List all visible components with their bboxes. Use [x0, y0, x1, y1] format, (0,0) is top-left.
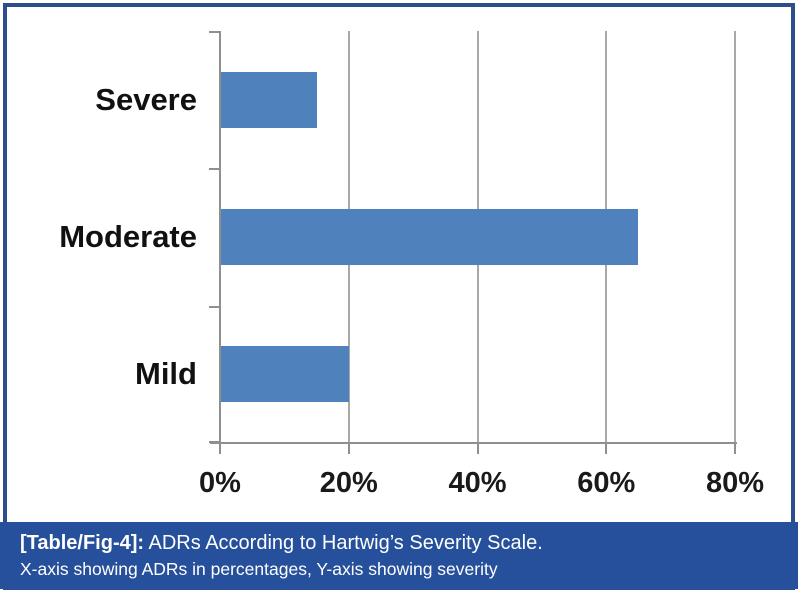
- figure-caption: [Table/Fig-4]: ADRs According to Hartwig…: [0, 522, 798, 589]
- category-label-mild: Mild: [135, 356, 197, 391]
- x-axis-tick-40%: [476, 443, 479, 454]
- x-tick-label-60%: 60%: [577, 467, 636, 499]
- x-axis-tick-0%: [219, 443, 221, 454]
- figure-subtitle: X-axis showing ADRs in percentages, Y-ax…: [20, 559, 498, 579]
- bar-moderate: [220, 209, 638, 265]
- figure-title: ADRs According to Hartwig’s Severity Sca…: [144, 532, 543, 554]
- category-label-moderate: Moderate: [59, 219, 197, 254]
- x-tick-label-20%: 20%: [319, 467, 378, 499]
- y-axis-category-labels: Severe Moderate Mild: [0, 31, 197, 443]
- x-axis-tick-labels: 0% 20% 40% 60% 80%: [0, 463, 798, 507]
- y-axis-tick-2: [209, 306, 220, 308]
- x-tick-label-0%: 0%: [199, 467, 241, 499]
- x-axis-tick-80%: [734, 443, 736, 454]
- plot-area: [209, 31, 737, 454]
- bar-mild: [220, 346, 349, 402]
- chart-frame: [3, 3, 795, 590]
- figure-tag: [Table/Fig-4]:: [20, 532, 145, 554]
- gridline-80%: [734, 31, 736, 443]
- y-axis-tick-1: [209, 168, 220, 170]
- x-axis-tick-20%: [347, 443, 350, 454]
- bar-severe: [220, 72, 317, 128]
- x-axis-tick-60%: [605, 443, 608, 454]
- y-axis-line: [219, 31, 221, 443]
- caption-line-1: [Table/Fig-4]: ADRs According to Hartwig…: [20, 530, 778, 557]
- x-axis-line: [210, 442, 737, 444]
- x-tick-label-40%: 40%: [448, 467, 507, 499]
- y-axis-tick-0: [209, 31, 220, 33]
- x-tick-label-80%: 80%: [705, 467, 765, 499]
- y-axis-tick-3: [209, 441, 220, 443]
- category-label-severe: Severe: [95, 82, 197, 117]
